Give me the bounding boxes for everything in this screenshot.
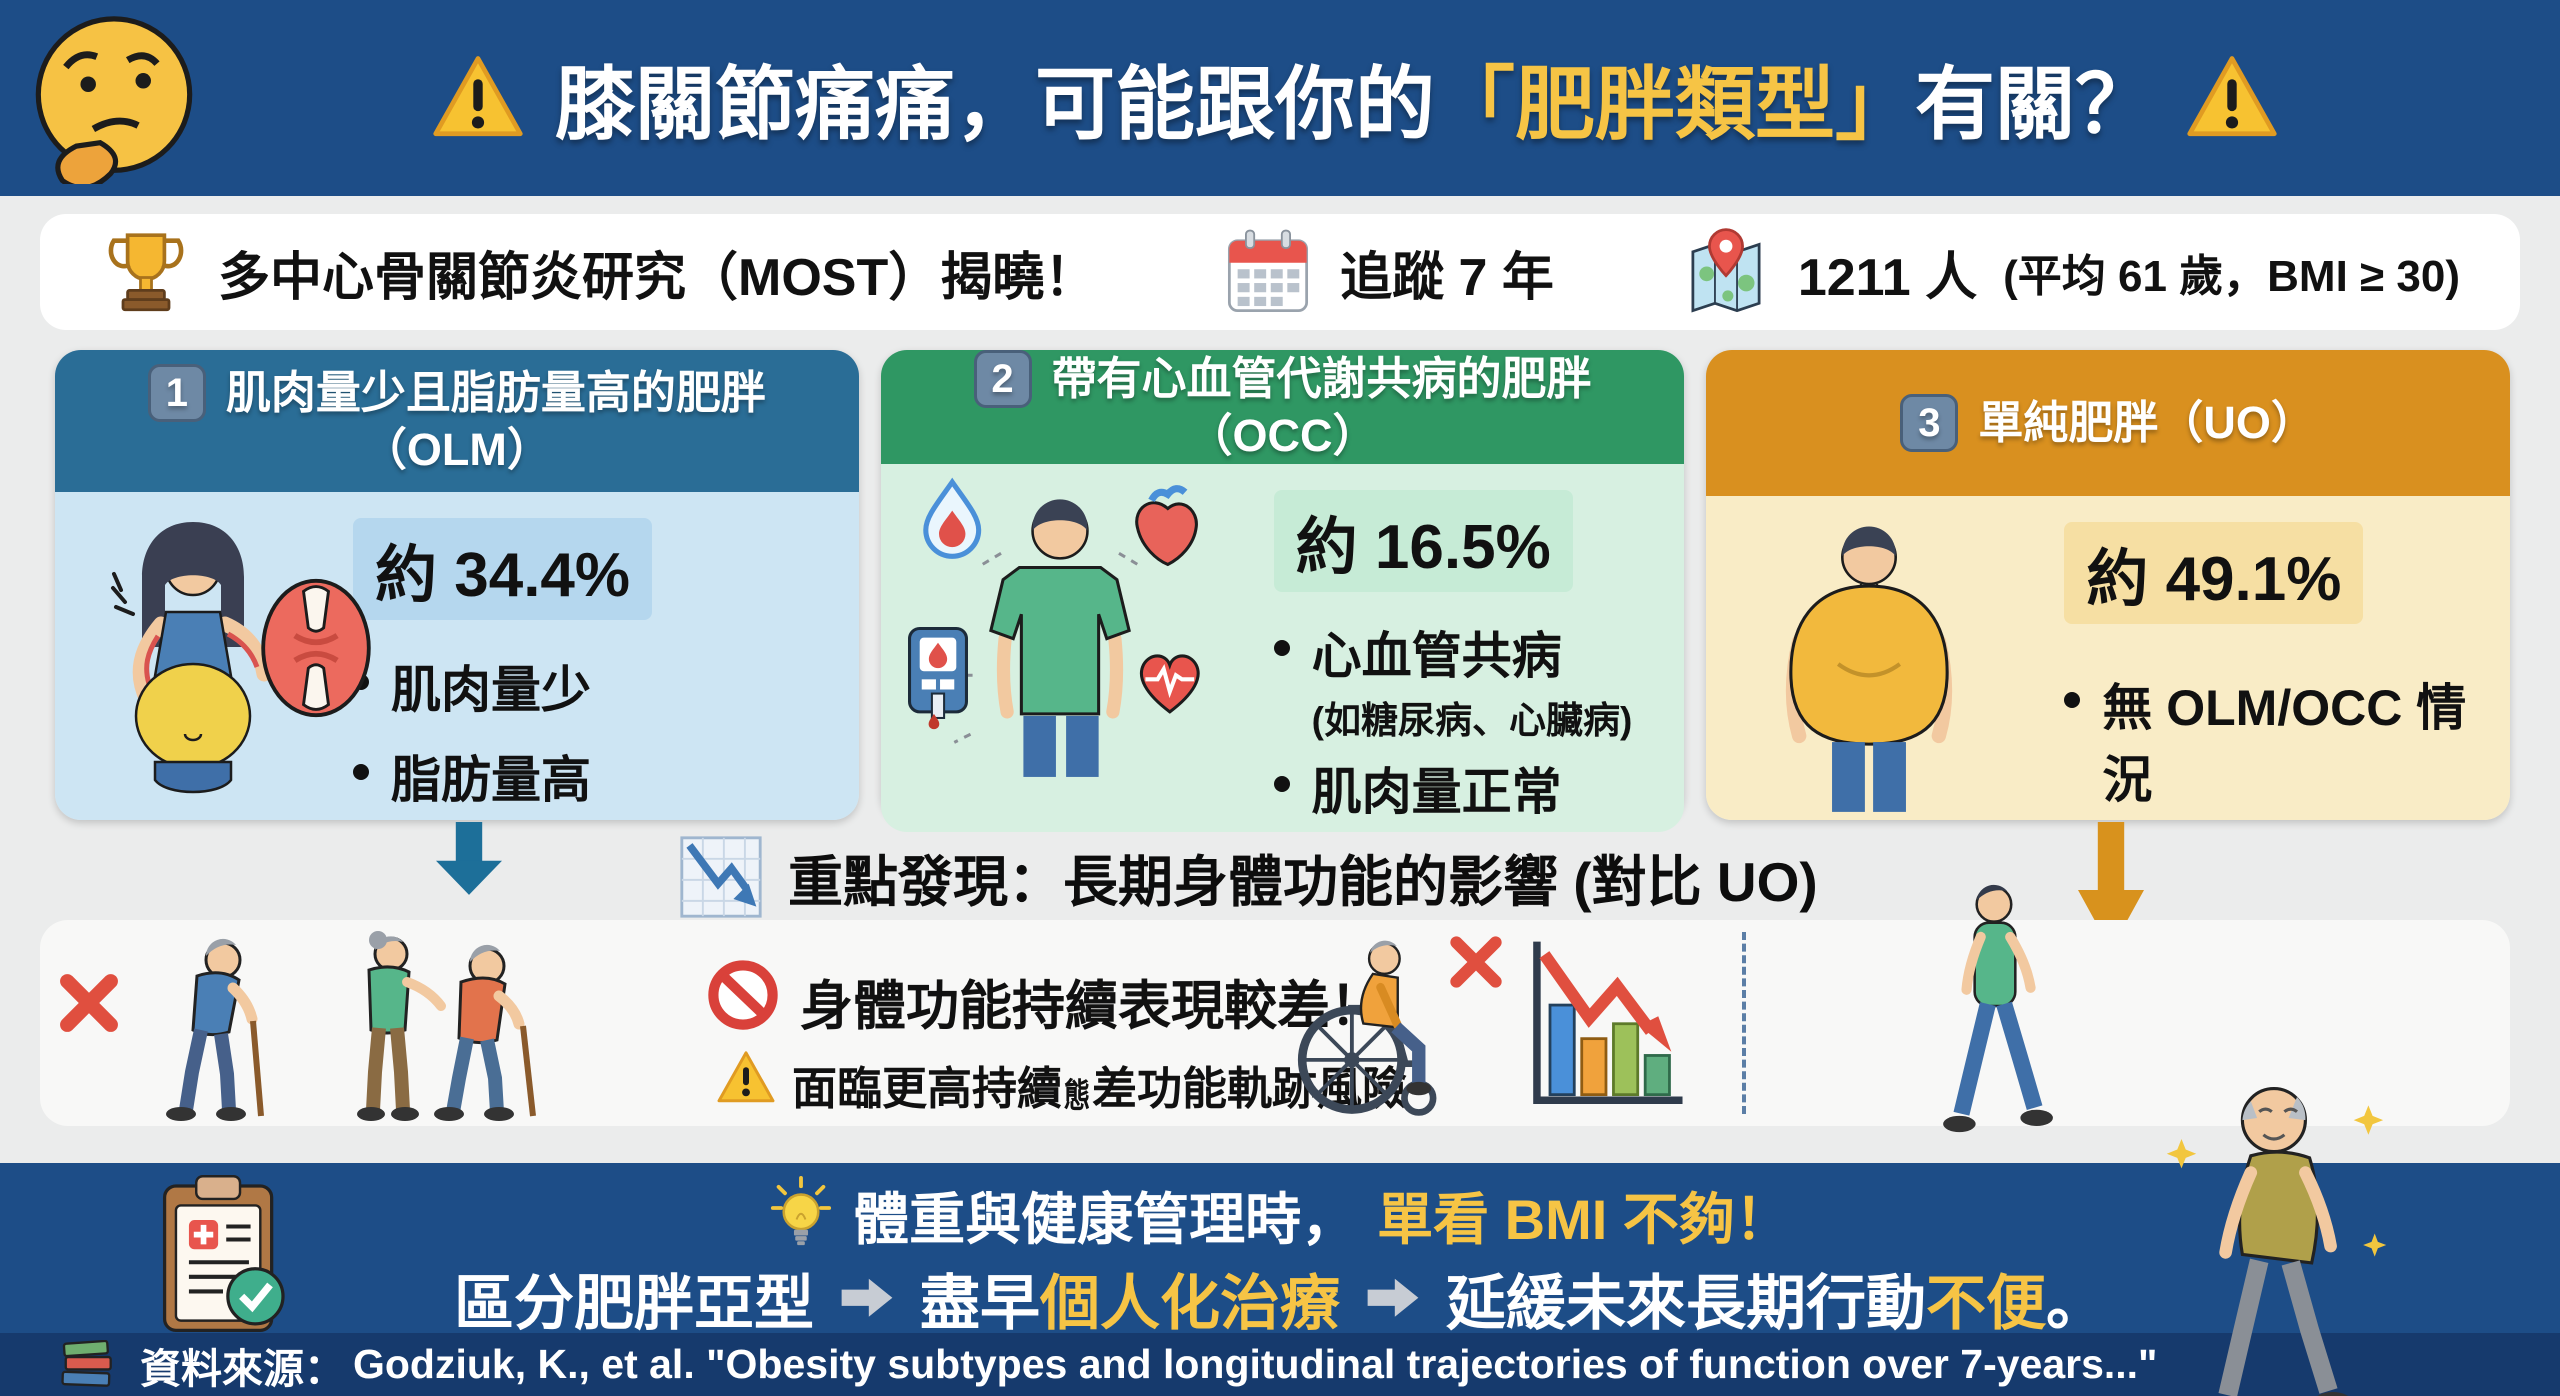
card-olm: 1 肌肉量少且脂肪量高的肥胖 （OLM） bbox=[55, 350, 859, 820]
study-name: 多中心骨關節炎研究（MOST）揭曉！ bbox=[218, 248, 1097, 307]
conclusion-line1-text: 體重與健康管理時， bbox=[853, 1188, 1358, 1251]
compressed-glyph: 態 bbox=[1064, 1075, 1091, 1115]
key-finding-heading: 重點發現：長期身體功能的影響 (對比 UO) bbox=[678, 834, 1818, 920]
source-label: 資料來源： bbox=[140, 1345, 345, 1392]
woman-olm-illustration bbox=[111, 522, 272, 794]
card-number-badge: 3 bbox=[1900, 394, 1959, 452]
conclusion-band: 體重與健康管理時， 單看 BMI 不夠！ 區分肥胖亞型 盡早個人化治療 延緩未來長… bbox=[0, 1163, 2560, 1337]
warning-icon-small bbox=[716, 1048, 776, 1104]
thinking-face-icon bbox=[28, 12, 200, 184]
obese-man-illustration bbox=[1786, 526, 1953, 812]
down-arrow-olm bbox=[436, 822, 502, 896]
walking-man-illustration bbox=[1935, 882, 2057, 1133]
calendar-icon bbox=[1222, 226, 1314, 318]
header-band: 膝關節痛痛，可能跟你的「肥胖類型」有關？ bbox=[0, 0, 2560, 196]
card-olm-illustration bbox=[69, 504, 371, 812]
card-uo-header: 3 單純肥胖（UO） bbox=[1706, 350, 2511, 496]
heart-anatomy-icon bbox=[1134, 485, 1198, 567]
bullet-item: 心血管共病 bbox=[1273, 616, 1633, 688]
conclusion-step1: 區分肥胖亞型 bbox=[454, 1270, 814, 1337]
wheelchair-illustration bbox=[1285, 928, 1457, 1120]
bullet-item: 無 OLM/OCC 情況 bbox=[2064, 668, 2494, 812]
warning-icon bbox=[2185, 51, 2279, 145]
card-subtitle: （OLM） bbox=[361, 423, 552, 475]
conclusion-line1-highlight: 單看 BMI 不夠！ bbox=[1377, 1188, 1791, 1251]
declining-bars-icon bbox=[1522, 936, 1690, 1114]
conclusion-line2: 區分肥胖亞型 盡早個人化治療 延緩未來長期行動不便。 bbox=[0, 1255, 2560, 1342]
obesity-type-cards: 1 肌肉量少且脂肪量高的肥胖 （OLM） bbox=[55, 350, 2511, 833]
population-detail: (平均 61 歲，BMI ≥ 30) bbox=[2003, 252, 2460, 301]
card-olm-header: 1 肌肉量少且脂肪量高的肥胖 （OLM） bbox=[55, 350, 859, 492]
bullet-item: 肌肉量正常 bbox=[1273, 752, 1633, 824]
no-entry-icon bbox=[706, 958, 780, 1032]
heartbeat-icon bbox=[1139, 654, 1200, 715]
page-title: 膝關節痛痛，可能跟你的「肥胖類型」有關？ bbox=[555, 40, 2155, 156]
card-subtitle: （OCC） bbox=[1187, 410, 1378, 461]
map-pin-icon bbox=[1680, 226, 1772, 318]
conclusion-line1: 體重與健康管理時， 單看 BMI 不夠！ bbox=[0, 1175, 2560, 1256]
card-occ-illustration bbox=[895, 476, 1240, 824]
card-uo-body: 約 49.1% 無 OLM/OCC 情況 bbox=[1706, 496, 2511, 820]
glucometer-icon bbox=[907, 627, 968, 730]
man-occ-illustration bbox=[907, 477, 1200, 778]
percent-value: 約 16.5% bbox=[1273, 490, 1573, 593]
arrow-right-icon bbox=[1364, 1276, 1422, 1322]
card-title: 肌肉量少且脂肪量高的肥胖 bbox=[225, 366, 766, 418]
card-occ: 2 帶有心血管代謝共病的肥胖 （OCC） bbox=[880, 350, 1685, 833]
source-bar: 資料來源： Godziuk, K., et al. "Obesity subtyp… bbox=[0, 1333, 2560, 1396]
blood-drop-icon bbox=[922, 477, 981, 560]
elderly-walker-illustration bbox=[2150, 1076, 2402, 1396]
conclusion-step2: 盡早個人化治療 bbox=[920, 1270, 1340, 1337]
card-occ-body: 約 16.5% 心血管共病 (如糖尿病、心臟病) 肌肉量正常 bbox=[880, 464, 1685, 833]
title-highlight: 「肥胖類型」 bbox=[1435, 60, 1915, 149]
findings-panel: 身體功能持續表現較差！ 面臨更高持續態差功能軌跡風險 bbox=[40, 884, 2510, 1133]
population: 1211 人 bbox=[1797, 248, 1978, 307]
books-icon bbox=[58, 1339, 120, 1390]
percent-value: 約 49.1% bbox=[2064, 522, 2364, 624]
section-divider bbox=[1742, 932, 1746, 1114]
bullet-note: (如糖尿病、心臟病) bbox=[1311, 700, 1633, 742]
bullet-item: 脂肪量高 bbox=[353, 740, 591, 812]
title-text-end: 有關？ bbox=[1915, 60, 2155, 149]
finding-point-2: 面臨更高持續態差功能軌跡風險 bbox=[792, 1052, 1407, 1117]
arrow-right-icon bbox=[838, 1276, 896, 1322]
card-olm-body: 約 34.4% 肌肉量少 脂肪量高 bbox=[55, 492, 859, 820]
source-citation: Godziuk, K., et al. "Obesity subtypes an… bbox=[353, 1341, 2158, 1387]
card-title: 帶有心血管代謝共病的肥胖 bbox=[1051, 352, 1592, 404]
red-x-icon bbox=[1448, 934, 1504, 990]
study-bar: 多中心骨關節炎研究（MOST）揭曉！ 追蹤 7 年 1211 人 (平均 61 … bbox=[40, 214, 2520, 330]
trophy-icon bbox=[100, 226, 192, 318]
warning-icon bbox=[431, 51, 525, 145]
follow-up: 追蹤 7 年 bbox=[1340, 248, 1554, 307]
card-number-badge: 1 bbox=[147, 363, 206, 422]
card-uo-illustration bbox=[1720, 508, 2030, 812]
lightbulb-icon bbox=[769, 1175, 833, 1256]
declining-chart-icon bbox=[678, 834, 764, 920]
conclusion-step3: 延緩未來長期行動不便。 bbox=[1446, 1270, 2106, 1337]
card-title: 單純肥胖（UO） bbox=[1978, 396, 2316, 448]
title-text: 膝關節痛痛，可能跟你的 bbox=[555, 60, 1435, 149]
population-group: 1211 人 (平均 61 歲，BMI ≥ 30) bbox=[1680, 226, 2460, 318]
clipboard-check-icon bbox=[150, 1173, 296, 1332]
elderly-group-illustration bbox=[135, 924, 695, 1122]
card-uo: 3 單純肥胖（UO） bbox=[1706, 350, 2511, 820]
card-occ-header: 2 帶有心血管代謝共病的肥胖 （OCC） bbox=[880, 350, 1685, 465]
key-finding-title: 重點發現：長期身體功能的影響 (對比 UO) bbox=[788, 851, 1818, 913]
knee-joint-icon bbox=[261, 578, 371, 718]
percent-value: 約 34.4% bbox=[353, 518, 653, 620]
sparkle-icon bbox=[2166, 1105, 2387, 1257]
study-name-group: 多中心骨關節炎研究（MOST）揭曉！ bbox=[100, 226, 1096, 318]
card-number-badge: 2 bbox=[973, 350, 1032, 408]
finding-point-1: 身體功能持續表現較差！ bbox=[800, 977, 1383, 1036]
follow-up-group: 追蹤 7 年 bbox=[1222, 226, 1554, 318]
red-x-icon bbox=[58, 972, 120, 1034]
bullet-item: 肌肉量少 bbox=[353, 650, 591, 722]
